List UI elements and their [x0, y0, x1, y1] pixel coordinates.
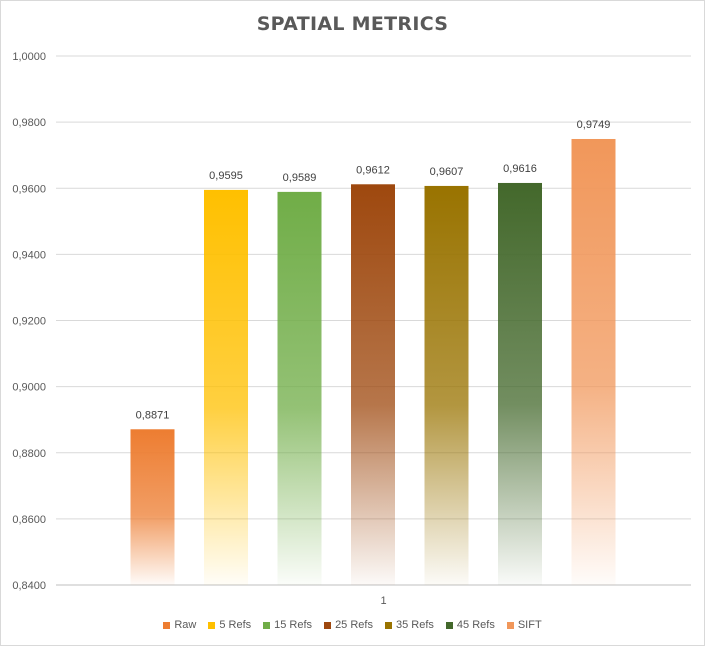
- legend-item: Raw: [163, 619, 196, 631]
- x-tick-label: 1: [380, 595, 386, 607]
- legend-swatch: [163, 621, 171, 629]
- legend-swatch: [445, 621, 453, 629]
- legend-label: Raw: [174, 619, 197, 631]
- legend-item: 45 Refs: [445, 619, 495, 631]
- legend-swatch: [208, 621, 216, 629]
- legend-item: 15 Refs: [263, 619, 312, 631]
- legend-item: SIFT: [506, 619, 542, 631]
- chart-title: SPATIAL METRICS: [256, 13, 449, 35]
- y-tick-label: 0,9600: [12, 183, 46, 195]
- y-tick-label: 0,9400: [12, 249, 46, 261]
- legend-label: 15 Refs: [274, 619, 313, 631]
- legend-label: 45 Refs: [456, 619, 495, 631]
- legend-swatch: [384, 621, 392, 629]
- bar-45-refs: [498, 182, 542, 585]
- data-label: 0,9749: [577, 119, 611, 131]
- legend-swatch: [506, 621, 514, 629]
- bar-25-refs: [351, 184, 395, 585]
- bar-raw: [130, 429, 175, 585]
- bar-35-refs: [424, 185, 469, 586]
- bar-15-refs: [277, 191, 322, 585]
- legend-label: SIFT: [517, 619, 542, 631]
- legend-swatch: [324, 621, 332, 629]
- data-label: 0,9616: [503, 163, 537, 175]
- bar-5-refs: [204, 189, 248, 585]
- data-label: 0,9589: [283, 172, 317, 184]
- legend-swatch: [263, 621, 271, 629]
- y-tick-label: 0,9800: [12, 117, 46, 129]
- legend-label: 35 Refs: [395, 619, 434, 631]
- data-label: 0,9595: [209, 170, 243, 182]
- legend-label: 25 Refs: [335, 619, 373, 631]
- legend: Raw 5 Refs 15 Refs 25 Refs 35 Refs 45 Refs SIF…: [1, 619, 704, 631]
- y-tick-label: 0,8600: [12, 514, 46, 526]
- y-tick-label: 0,8400: [12, 580, 46, 592]
- y-tick-label: 1,0000: [12, 51, 46, 63]
- legend-item: 35 Refs: [384, 619, 434, 631]
- data-label: 0,9612: [356, 164, 390, 176]
- data-label: 0,8871: [136, 409, 170, 421]
- legend-label: 5 Refs: [219, 619, 252, 631]
- y-tick-label: 0,9200: [12, 316, 46, 328]
- data-label: 0,9607: [430, 166, 464, 178]
- y-tick-label: 0,8800: [12, 448, 46, 460]
- legend-item: 5 Refs: [208, 619, 251, 631]
- bar-sift: [571, 138, 616, 585]
- y-tick-label: 0,9000: [12, 382, 46, 394]
- plot-area: 0,8871 0,9595 0,9589 0,9612 0,9607 0,9616 0,97…: [12, 51, 691, 607]
- legend-item: 25 Refs: [324, 619, 373, 631]
